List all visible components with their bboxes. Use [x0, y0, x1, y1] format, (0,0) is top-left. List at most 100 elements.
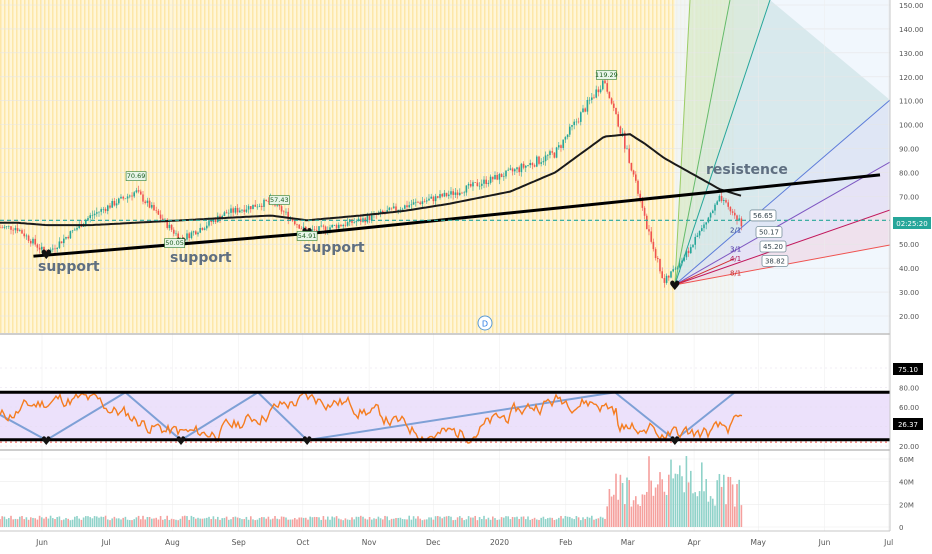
price-label: 119.29	[595, 70, 618, 80]
volume-bar	[41, 517, 43, 527]
candle-body	[467, 183, 470, 186]
volume-bar	[503, 517, 505, 527]
volume-bar	[214, 519, 217, 527]
volume-bar	[494, 518, 496, 527]
candle-body	[175, 233, 177, 235]
oscillator-axis-tick-label: 60.00	[899, 404, 919, 412]
volume-bar	[89, 517, 91, 527]
candle-body	[3, 226, 6, 228]
candle-body	[703, 224, 705, 229]
candle-body	[0, 227, 1, 229]
volume-axis-tick-label: 40M	[899, 479, 914, 487]
candle-body	[351, 219, 353, 223]
fib-fan-line	[674, 0, 731, 285]
candle-body	[60, 241, 63, 244]
candle-body	[19, 230, 21, 231]
volume-bar	[109, 520, 111, 527]
volume-bar	[553, 519, 556, 527]
candle-body	[190, 232, 193, 239]
candle-body	[661, 271, 663, 279]
volume-bar	[725, 504, 727, 527]
event-marker[interactable]: D	[477, 315, 493, 331]
candle-body	[104, 208, 107, 212]
volume-bar	[344, 518, 347, 527]
volume-bar	[723, 474, 725, 527]
time-axis-ticks: Jun Jul Aug Sep Oct Nov Dec 2020 Feb Mar Apr May Jun…	[35, 538, 893, 547]
volume-bar	[712, 498, 714, 527]
candle-body	[355, 221, 358, 223]
volume-bar	[533, 517, 536, 527]
candle-body	[203, 228, 206, 230]
candle-body	[430, 196, 432, 199]
fib-fan-ratio-labels: 2/1 3/1 4/1 8/1	[730, 226, 741, 277]
volume-bar	[133, 519, 135, 527]
candle-body	[320, 225, 322, 227]
support-heart-icon: ♥	[40, 248, 52, 263]
volume-bar	[16, 519, 19, 527]
volume-bar	[250, 516, 252, 527]
time-axis-tick-label: Sep	[232, 538, 246, 547]
volume-bar	[142, 515, 144, 527]
volume-axis-tick-label: 0	[899, 524, 903, 532]
volume-bar	[60, 520, 63, 527]
candle-body	[448, 194, 450, 197]
volume-bar	[617, 499, 619, 527]
candle-body	[379, 210, 382, 214]
time-axis-tick-label: Aug	[165, 538, 180, 547]
candle-body	[687, 250, 690, 254]
candle-body	[525, 165, 527, 168]
volume-bar	[404, 519, 406, 527]
candle-body	[27, 235, 30, 241]
volume-bar	[25, 517, 28, 527]
candle-body	[522, 163, 525, 168]
candle-body	[71, 230, 74, 232]
candle-body	[250, 206, 252, 210]
volume-bar	[544, 519, 547, 527]
candle-body	[432, 196, 435, 202]
volume-bar	[467, 516, 470, 527]
candle-body	[566, 134, 569, 138]
candle-body	[573, 121, 575, 126]
candle-body	[698, 230, 701, 236]
oscillator-lower-tag: 26.37	[893, 418, 923, 430]
volume-bar	[173, 519, 175, 527]
volume-bar	[360, 515, 362, 527]
volume-bar	[520, 516, 523, 527]
volume-bar	[340, 519, 342, 527]
volume-bar	[19, 516, 21, 527]
candle-body	[544, 155, 547, 162]
candle-body	[234, 207, 237, 213]
volume-bar	[679, 465, 681, 527]
candle-body	[296, 224, 298, 225]
volume-bar	[595, 518, 597, 527]
candle-body	[663, 278, 666, 283]
candle-body	[76, 227, 78, 230]
price-background	[0, 0, 734, 333]
candle-body	[507, 169, 509, 171]
candle-body	[140, 191, 142, 195]
candle-body	[206, 225, 208, 229]
volume-bar	[100, 516, 102, 527]
fib-fan-ratio-label: 4/1	[730, 255, 741, 263]
fib-fan-line	[674, 258, 735, 286]
oscillator-markers: ♥ ♥ ♥ ♥	[41, 434, 680, 448]
fib-fan-ratio-label: 2/1	[730, 226, 741, 234]
oscillator-heart-icon: ♥	[176, 434, 187, 448]
volume-bar	[683, 492, 685, 527]
volume-bar	[252, 519, 254, 527]
resistance-trendline[interactable]	[321, 173, 881, 234]
candle-body	[408, 205, 410, 208]
volume-bar	[0, 519, 1, 527]
volume-bar	[665, 494, 668, 527]
candle-body	[591, 97, 593, 100]
volume-bar	[102, 516, 105, 527]
volume-bar	[47, 518, 50, 527]
volume-bar	[395, 517, 397, 527]
candle-body	[69, 231, 72, 239]
candle-body	[472, 182, 474, 187]
volume-bar	[474, 515, 476, 527]
candle-body	[489, 176, 492, 183]
volume-bar	[709, 496, 712, 527]
candle-body	[599, 89, 602, 93]
candle-body	[597, 89, 600, 93]
